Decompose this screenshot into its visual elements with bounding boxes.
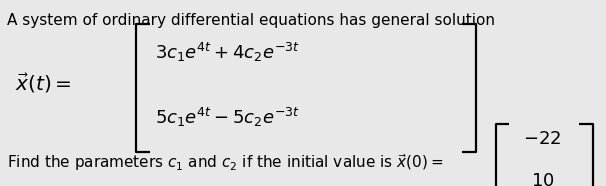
Text: $5c_1e^{4t} - 5c_2e^{-3t}$: $5c_1e^{4t} - 5c_2e^{-3t}$ [155,106,299,129]
Text: $-22$: $-22$ [523,130,562,147]
Text: $10$: $10$ [531,172,554,186]
Text: $\vec{x}(t) =$: $\vec{x}(t) =$ [15,71,72,94]
Text: $3c_1e^{4t} + 4c_2e^{-3t}$: $3c_1e^{4t} + 4c_2e^{-3t}$ [155,41,299,64]
Text: Find the parameters $c_1$ and $c_2$ if the initial value is $\vec{x}(0) =$: Find the parameters $c_1$ and $c_2$ if t… [7,152,444,173]
Text: A system of ordinary differential equations has general solution: A system of ordinary differential equati… [7,13,495,28]
